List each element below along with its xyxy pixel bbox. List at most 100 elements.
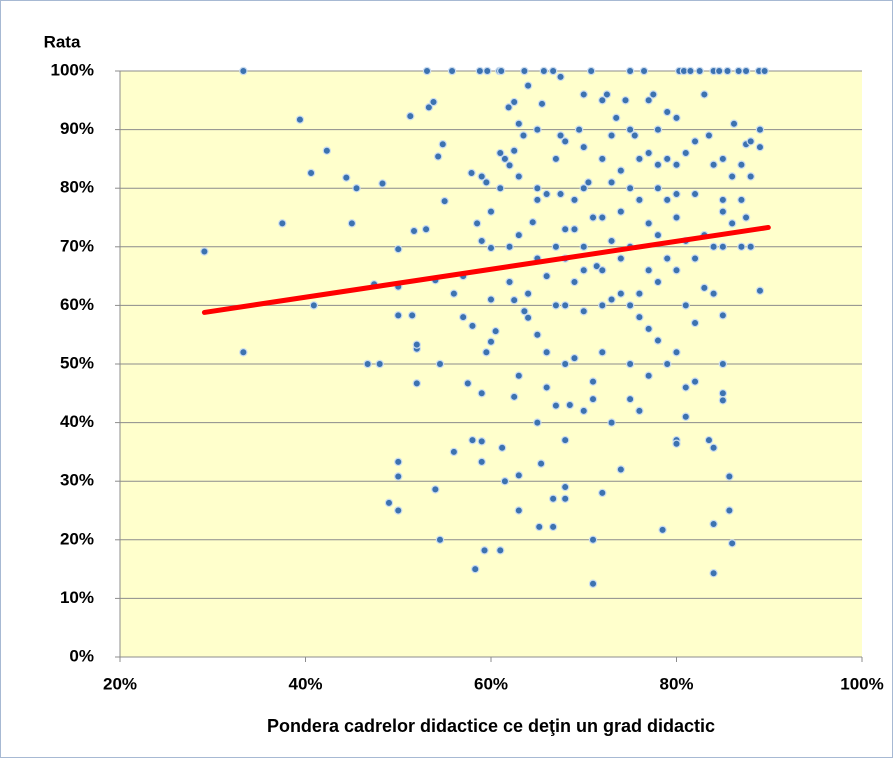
point [644, 266, 653, 275]
point [635, 154, 644, 164]
x-tick-label: 40% [288, 674, 322, 693]
point [467, 168, 476, 178]
x-tick-label: 60% [474, 674, 508, 693]
point [472, 219, 482, 228]
point [514, 230, 524, 240]
point [533, 195, 542, 205]
point [625, 359, 635, 369]
point [505, 161, 514, 170]
point [718, 242, 728, 251]
point [352, 183, 361, 193]
point [616, 207, 626, 216]
y-tick-label: 90% [60, 119, 94, 138]
point [556, 131, 565, 140]
point [483, 66, 492, 76]
point [435, 359, 445, 369]
point [496, 148, 505, 158]
y-tick-label: 70% [60, 236, 94, 255]
point [561, 225, 570, 234]
point [579, 142, 588, 152]
y-axis-label: Rata [44, 32, 81, 51]
point [533, 418, 542, 427]
point [539, 66, 549, 76]
point [690, 318, 700, 328]
point [475, 66, 485, 76]
point [477, 437, 486, 446]
point [514, 371, 524, 380]
point [422, 66, 432, 76]
point [607, 131, 616, 140]
point [579, 266, 588, 275]
point [477, 236, 486, 246]
point [714, 66, 724, 76]
point [690, 137, 700, 146]
point [477, 172, 486, 181]
point [468, 321, 477, 331]
y-tick-label: 30% [60, 471, 94, 490]
point [709, 519, 718, 529]
point [533, 125, 542, 134]
point [746, 172, 755, 181]
point [409, 226, 419, 236]
point [588, 213, 598, 222]
point [548, 522, 558, 532]
point [681, 412, 690, 421]
point [681, 148, 690, 158]
point [644, 96, 653, 105]
point [239, 66, 248, 76]
x-axis-label: Pondera cadrelor didactice ce deţin un g… [267, 716, 715, 736]
y-tick-label: 10% [60, 588, 94, 607]
point [514, 119, 524, 128]
point [561, 494, 570, 503]
x-tick-label: 20% [103, 674, 137, 693]
point [663, 154, 672, 164]
point [412, 340, 421, 349]
point [746, 242, 755, 251]
point [394, 506, 403, 515]
point [561, 482, 570, 492]
point [542, 348, 551, 357]
point [496, 546, 505, 555]
y-tick-label: 0% [69, 646, 94, 665]
point [342, 173, 351, 182]
point [440, 196, 449, 206]
point [718, 154, 728, 164]
point [607, 295, 616, 304]
point [644, 371, 653, 380]
point [663, 254, 672, 263]
point [412, 379, 421, 388]
point [535, 522, 544, 532]
point [709, 569, 718, 578]
point [616, 465, 626, 474]
point [579, 242, 588, 251]
x-tick-label: 100% [840, 674, 883, 693]
point [663, 195, 672, 205]
point [347, 219, 357, 228]
point [570, 353, 579, 363]
point [625, 394, 635, 404]
point [625, 66, 635, 76]
point [727, 219, 737, 228]
point [737, 242, 746, 251]
point [734, 66, 743, 76]
point [394, 311, 403, 320]
point [394, 457, 403, 467]
point [548, 494, 558, 503]
point [309, 301, 319, 310]
point [504, 103, 513, 112]
point [709, 242, 718, 251]
point [653, 230, 663, 240]
point [723, 66, 732, 76]
point [533, 330, 542, 339]
point [458, 312, 468, 322]
point [681, 383, 690, 392]
point [480, 546, 489, 555]
point [755, 142, 765, 152]
point [431, 485, 440, 494]
point [672, 213, 681, 222]
point [551, 301, 561, 310]
point [602, 90, 612, 99]
point [588, 535, 598, 545]
point [616, 254, 626, 263]
point [644, 219, 653, 228]
